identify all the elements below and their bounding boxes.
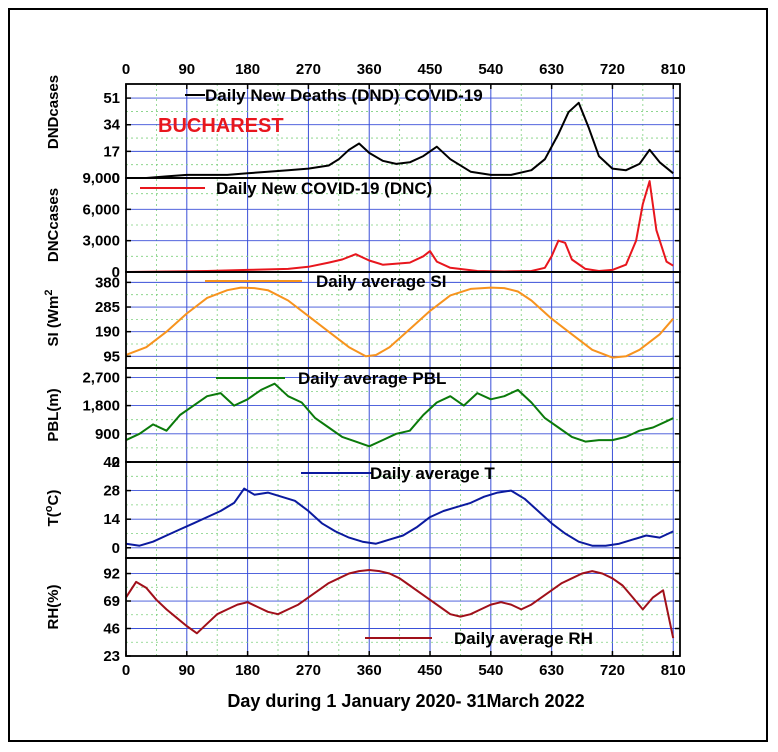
y-tick-label: 14 [103,511,120,528]
y-tick-label: 34 [103,117,120,134]
y-tick-label: 0 [112,540,120,557]
y-tick-label: 0 [112,454,120,471]
y-tick-label: 69 [103,593,120,610]
y-tick-label: 46 [103,621,120,638]
y-tick-label: 900 [95,426,120,443]
x-tick-label-top: 90 [178,61,195,78]
x-axis-title: Day during 1 January 2020- 31March 2022 [227,691,584,711]
y-tick-label: 380 [95,274,120,291]
y-tick-label: 2,700 [82,369,120,386]
y-axis-title-pbl: PBL(m) [45,388,62,441]
y-axis-title-dnd: DNDcases [45,75,62,149]
x-tick-label-top: 180 [235,61,260,78]
legend-label: Daily average RH [454,629,593,648]
figure-frame [8,8,768,742]
x-tick-label-top: 450 [418,61,443,78]
x-tick-label-top: 360 [357,61,382,78]
y-axis-title-t: T(oC) [43,490,62,527]
x-tick-label-bottom: 540 [478,662,503,679]
y-tick-label: 0 [112,170,120,187]
x-tick-label-bottom: 270 [296,662,321,679]
y-tick-label: 23 [103,648,120,665]
x-tick-label-top: 540 [478,61,503,78]
y-tick-label: 0 [112,264,120,281]
y-axis-title: T(oC) [43,490,62,527]
y-tick-label: 92 [103,566,120,583]
legend-label: Daily New Deaths (DND) COVID-19 [205,86,483,105]
y-tick-label: 9,000 [82,170,120,187]
x-tick-label-top: 720 [600,61,625,78]
x-tick-label-top: 810 [661,61,686,78]
y-axis-title-dnc: DNCcases [45,188,62,262]
series-line-rh [126,569,675,639]
panel-frame [125,557,681,657]
x-tick-label-top: 630 [539,61,564,78]
y-tick-label: 95 [103,348,120,365]
x-tick-label-bottom: 180 [235,662,260,679]
y-tick-label: 190 [95,324,120,341]
city-annotation: BUCHAREST [158,115,284,137]
y-tick-label: 3,000 [82,233,120,250]
x-tick-label-top: 0 [122,61,130,78]
y-tick-label: 17 [103,143,120,160]
y-tick-label: 51 [103,90,120,107]
y-axis-title: PBL(m) [45,388,62,441]
y-axis-title: DNDcases [45,75,62,149]
x-tick-label-bottom: 90 [178,662,195,679]
legend-label: Daily average PBL [298,369,446,388]
y-tick-label: 1,800 [82,398,120,415]
series-line-t [126,487,674,547]
y-axis-title: SI (Wm2 [43,290,62,347]
series-line-dnd [126,101,674,179]
y-tick-label: 285 [95,299,120,316]
legend-label: Daily average T [370,464,495,483]
y-axis-title-rh: RH(%) [45,585,62,630]
y-tick-label: 42 [103,454,120,471]
y-axis-title-si: SI (Wm2 [43,290,62,347]
y-tick-label: 28 [103,483,120,500]
y-axis-title: DNCcases [45,188,62,262]
y-axis-title: RH(%) [45,585,62,630]
series-line-pbl [126,382,674,448]
x-tick-label-bottom: 810 [661,662,686,679]
x-tick-label-bottom: 720 [600,662,625,679]
x-tick-label-bottom: 450 [418,662,443,679]
legend-label: Daily New COVID-19 (DNC) [216,179,432,198]
x-tick-label-bottom: 630 [539,662,564,679]
series-line-si [126,286,674,359]
legend-label: Daily average SI [316,272,446,291]
axis-layer: 0 0 90 90 180 180 270 270 360 360 450 450 540 540 630 6… [43,61,686,679]
x-tick-label-bottom: 0 [122,662,130,679]
series-layer [126,101,675,639]
x-tick-label-bottom: 360 [357,662,382,679]
x-tick-label-top: 270 [296,61,321,78]
y-tick-label: 6,000 [82,201,120,218]
